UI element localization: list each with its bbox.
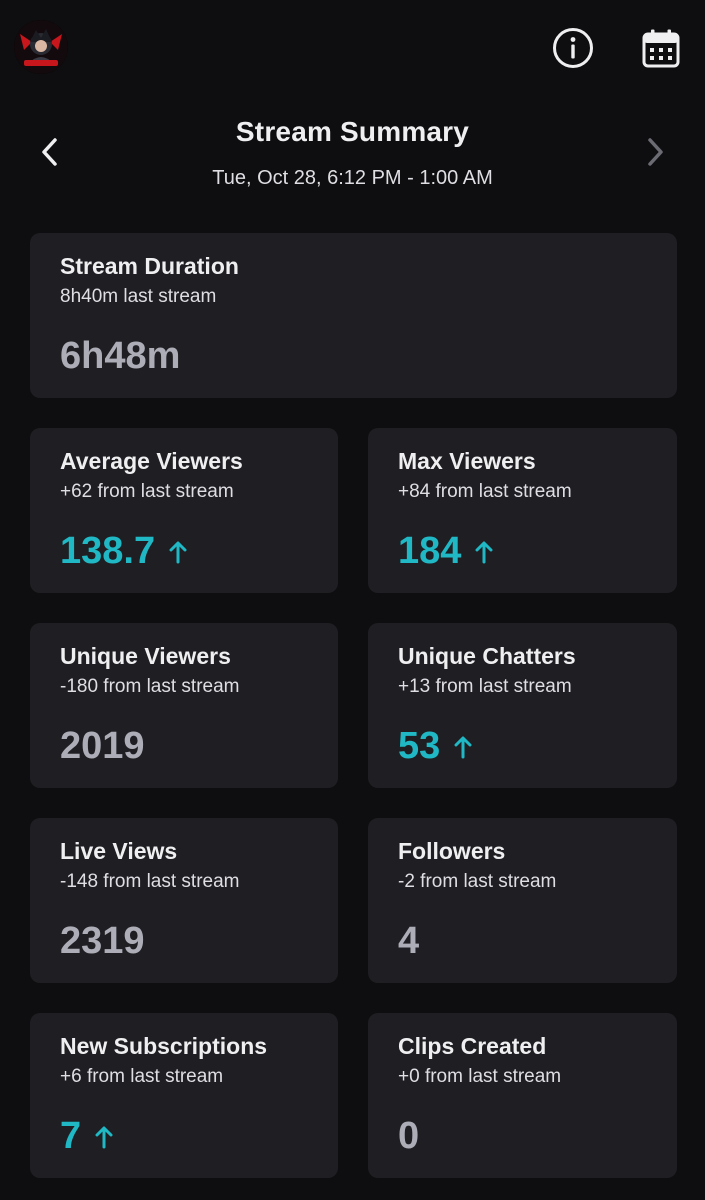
stat-comparison: +0 from last stream bbox=[398, 1066, 562, 1087]
stat-comparison: +13 from last stream bbox=[398, 676, 572, 697]
arrow-up-icon bbox=[454, 735, 472, 759]
stat-title: Followers bbox=[398, 838, 506, 864]
previous-stream-button[interactable] bbox=[28, 130, 72, 174]
stat-card-live-views: Live Views -148 from last stream 2319 bbox=[30, 818, 338, 983]
stat-card-unique-chatters: Unique Chatters +13 from last stream 53 bbox=[368, 623, 677, 788]
info-button[interactable] bbox=[551, 26, 595, 70]
stat-card-new-subscriptions: New Subscriptions +6 from last stream 7 bbox=[30, 1013, 338, 1178]
stat-value: 6h48m bbox=[60, 335, 180, 378]
stat-card-clips-created: Clips Created +0 from last stream 0 bbox=[368, 1013, 677, 1178]
stat-title: Stream Duration bbox=[60, 253, 239, 279]
stat-comparison: -180 from last stream bbox=[60, 676, 240, 697]
stat-value-text: 4 bbox=[398, 920, 420, 962]
stat-title: Average Viewers bbox=[60, 448, 243, 474]
stat-comparison: +6 from last stream bbox=[60, 1066, 224, 1087]
info-icon bbox=[553, 28, 593, 68]
stat-value-text: 0 bbox=[398, 1115, 420, 1157]
arrow-up-icon bbox=[169, 540, 187, 564]
stat-value: 138.7 bbox=[60, 530, 187, 573]
top-bar bbox=[0, 0, 705, 100]
stat-comparison: -2 from last stream bbox=[398, 871, 557, 892]
stat-value-text: 2319 bbox=[60, 920, 145, 962]
calendar-button[interactable] bbox=[639, 26, 683, 70]
stat-value: 184 bbox=[398, 530, 493, 573]
chevron-right-icon bbox=[648, 138, 663, 166]
avatar-image bbox=[14, 20, 68, 74]
stat-value: 2019 bbox=[60, 725, 145, 768]
calendar-icon bbox=[642, 29, 680, 68]
stat-title: Unique Viewers bbox=[60, 643, 231, 669]
next-stream-button[interactable] bbox=[633, 130, 677, 174]
stat-comparison: 8h40m last stream bbox=[60, 286, 217, 307]
stat-comparison: +62 from last stream bbox=[60, 481, 234, 502]
stat-value-text: 2019 bbox=[60, 725, 145, 767]
stat-value-text: 184 bbox=[398, 530, 462, 572]
stat-value: 53 bbox=[398, 725, 472, 768]
stat-value-text: 6h48m bbox=[60, 335, 181, 377]
arrow-up-icon bbox=[475, 540, 493, 564]
stat-card-average-viewers: Average Viewers +62 from last stream 138… bbox=[30, 428, 338, 593]
stat-comparison: -148 from last stream bbox=[60, 871, 240, 892]
stat-card-followers: Followers -2 from last stream 4 bbox=[368, 818, 677, 983]
stat-value-text: 138.7 bbox=[60, 530, 156, 572]
stream-date-range: Tue, Oct 28, 6:12 PM - 1:00 AM bbox=[212, 167, 493, 189]
stat-value-text: 7 bbox=[60, 1115, 82, 1157]
chevron-left-icon bbox=[42, 138, 57, 166]
stat-value: 2319 bbox=[60, 920, 145, 963]
channel-avatar[interactable] bbox=[14, 20, 68, 74]
stat-title: Max Viewers bbox=[398, 448, 536, 474]
stat-card-max-viewers: Max Viewers +84 from last stream 184 bbox=[368, 428, 677, 593]
stat-title: New Subscriptions bbox=[60, 1033, 268, 1059]
stat-card-stream-duration: Stream Duration 8h40m last stream 6h48m bbox=[30, 233, 677, 398]
stat-title: Clips Created bbox=[398, 1033, 547, 1059]
stat-value: 0 bbox=[398, 1115, 419, 1158]
stat-value: 7 bbox=[60, 1115, 113, 1158]
page-title: Stream Summary bbox=[235, 116, 470, 147]
stat-comparison: +84 from last stream bbox=[398, 481, 572, 502]
arrow-up-icon bbox=[95, 1125, 113, 1149]
stat-title: Live Views bbox=[60, 838, 178, 864]
stat-value-text: 53 bbox=[398, 725, 441, 767]
stat-title: Unique Chatters bbox=[398, 643, 576, 669]
stat-value: 4 bbox=[398, 920, 419, 963]
stat-card-unique-viewers: Unique Viewers -180 from last stream 201… bbox=[30, 623, 338, 788]
